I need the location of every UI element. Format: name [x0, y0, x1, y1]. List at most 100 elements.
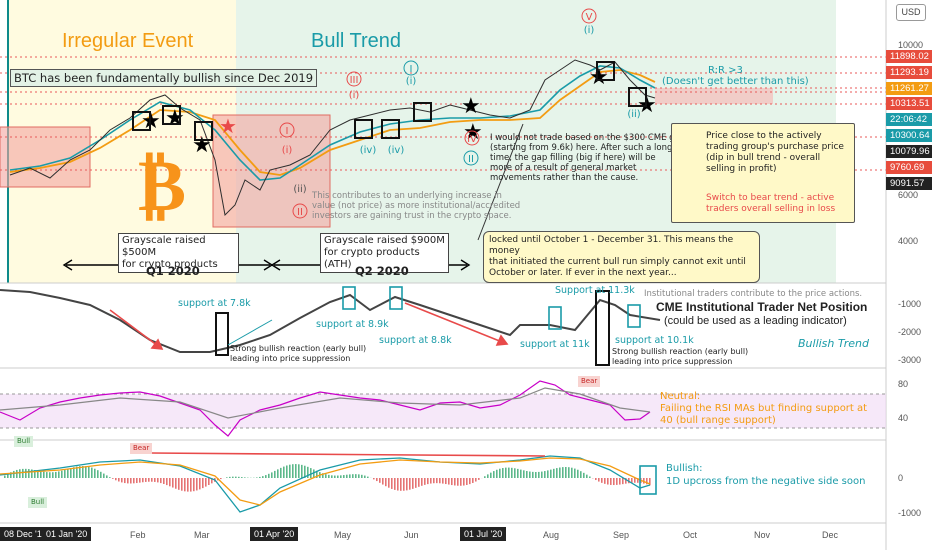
macd-bar	[232, 476, 234, 478]
cme-subtitle: (could be used as a leading indicator)	[664, 315, 847, 327]
macd-bar	[616, 478, 618, 485]
price-tag-5: 10300.64	[886, 129, 932, 142]
svg-text:(i): (i)	[282, 145, 293, 156]
svg-text:I: I	[410, 64, 413, 75]
macd-bar	[181, 478, 183, 491]
svg-text:★: ★	[461, 93, 481, 118]
rsi-ma	[0, 387, 651, 419]
macd-bar	[367, 476, 369, 478]
rsi-neutral-text: Failing the RSI MAs but finding support …	[660, 403, 868, 426]
macd-bar	[211, 478, 213, 484]
macd-bar	[337, 475, 339, 478]
price-tag-4: 22:06:42	[886, 113, 932, 126]
price-tag-8: 9091.57	[886, 177, 932, 190]
macd-bar	[397, 478, 399, 491]
x-tick-aug: Aug	[543, 530, 560, 540]
macd-bar	[502, 468, 504, 478]
macd-bar	[16, 469, 18, 478]
macd-bar	[172, 478, 174, 488]
svg-text:(ii): (ii)	[627, 109, 640, 120]
macd-bar	[166, 478, 168, 486]
macd-bar	[322, 473, 324, 478]
macd-bar	[25, 468, 27, 478]
macd-bar	[109, 477, 111, 478]
macd-bar	[430, 478, 432, 484]
macd-bar	[85, 466, 87, 478]
grayscale-900m-note: Grayscale raised $900M for crypto produc…	[320, 233, 449, 273]
support-7-8k: support at 7.8k	[178, 298, 251, 309]
macd-bar	[268, 473, 270, 478]
cme-gap-note: I would not trade based on the $300 CME …	[490, 133, 685, 183]
grayscale-500m-note: Grayscale raised $500M for crypto produc…	[118, 233, 239, 273]
macd-bar	[445, 478, 447, 485]
macd-bar	[466, 478, 468, 485]
macd-bar	[46, 472, 48, 478]
macd-bar	[547, 470, 549, 478]
macd-bar	[304, 465, 306, 478]
macd-bar	[493, 471, 495, 478]
macd-bar	[313, 469, 315, 478]
rr-zone	[655, 88, 773, 104]
svg-text:(i): (i)	[584, 25, 595, 36]
macd-bar	[649, 478, 651, 486]
macd-bar	[274, 470, 276, 478]
macd-bar	[70, 468, 72, 478]
x-tick-nov: Nov	[754, 530, 771, 540]
macd-bar	[277, 469, 279, 478]
macd-bar	[607, 478, 609, 485]
macd-bar	[238, 476, 240, 478]
macd-bar	[448, 478, 450, 485]
macd-bar	[427, 478, 429, 485]
rr-label: R:R >3	[708, 65, 743, 76]
macd-bar	[307, 466, 309, 478]
macd-bar	[619, 478, 621, 485]
macd-bar	[4, 475, 6, 478]
currency-button[interactable]: USD	[896, 4, 926, 21]
x-tick-sep: Sep	[613, 530, 630, 540]
macd-bar	[433, 478, 435, 484]
macd-bar	[415, 478, 417, 488]
macd-bar	[88, 466, 90, 478]
macd-bar	[583, 472, 585, 478]
macd-bar	[130, 478, 132, 484]
macd-bar	[643, 478, 645, 484]
macd-bar	[526, 470, 528, 478]
svg-text:(iv): (iv)	[360, 145, 377, 156]
macd-bar	[142, 478, 144, 483]
svg-text:★: ★	[589, 64, 609, 89]
macd-bar	[343, 475, 345, 478]
macd-bar	[82, 465, 84, 478]
macd-bar	[196, 478, 198, 491]
macd-bar	[595, 478, 597, 481]
macd-bar	[157, 478, 159, 483]
macd-bar	[67, 468, 69, 478]
macd-bar	[208, 478, 210, 486]
macd-bar	[79, 466, 81, 478]
macd-bar	[43, 471, 45, 478]
svg-text:★: ★	[165, 105, 185, 130]
support-10-1k: support at 10.1k	[615, 335, 694, 346]
macd-bar	[421, 478, 423, 486]
macd-bar	[94, 468, 96, 478]
macd-bar	[283, 466, 285, 478]
cme-top-note: Institutional traders contribute to the …	[644, 289, 863, 299]
macd-bar	[289, 464, 291, 478]
macd-bar	[517, 468, 519, 478]
ma-orange	[9, 69, 656, 176]
macd-bar	[442, 478, 444, 484]
rsi-bull-badge: Bull	[14, 436, 34, 447]
macd-bar	[346, 474, 348, 478]
macd-bar	[409, 478, 411, 490]
macd-bar	[484, 476, 486, 478]
macd-bar	[403, 478, 405, 491]
macd-bar	[58, 471, 60, 478]
macd-bar	[310, 468, 312, 478]
macd-bar	[454, 478, 456, 486]
macd-bar	[292, 464, 294, 478]
macd-bar	[355, 474, 357, 478]
macd-bar	[373, 478, 375, 480]
support-8-9k: support at 8.9k	[316, 319, 389, 330]
macd-bar	[112, 478, 114, 479]
macd-bar	[505, 467, 507, 478]
macd-bar	[325, 474, 327, 478]
